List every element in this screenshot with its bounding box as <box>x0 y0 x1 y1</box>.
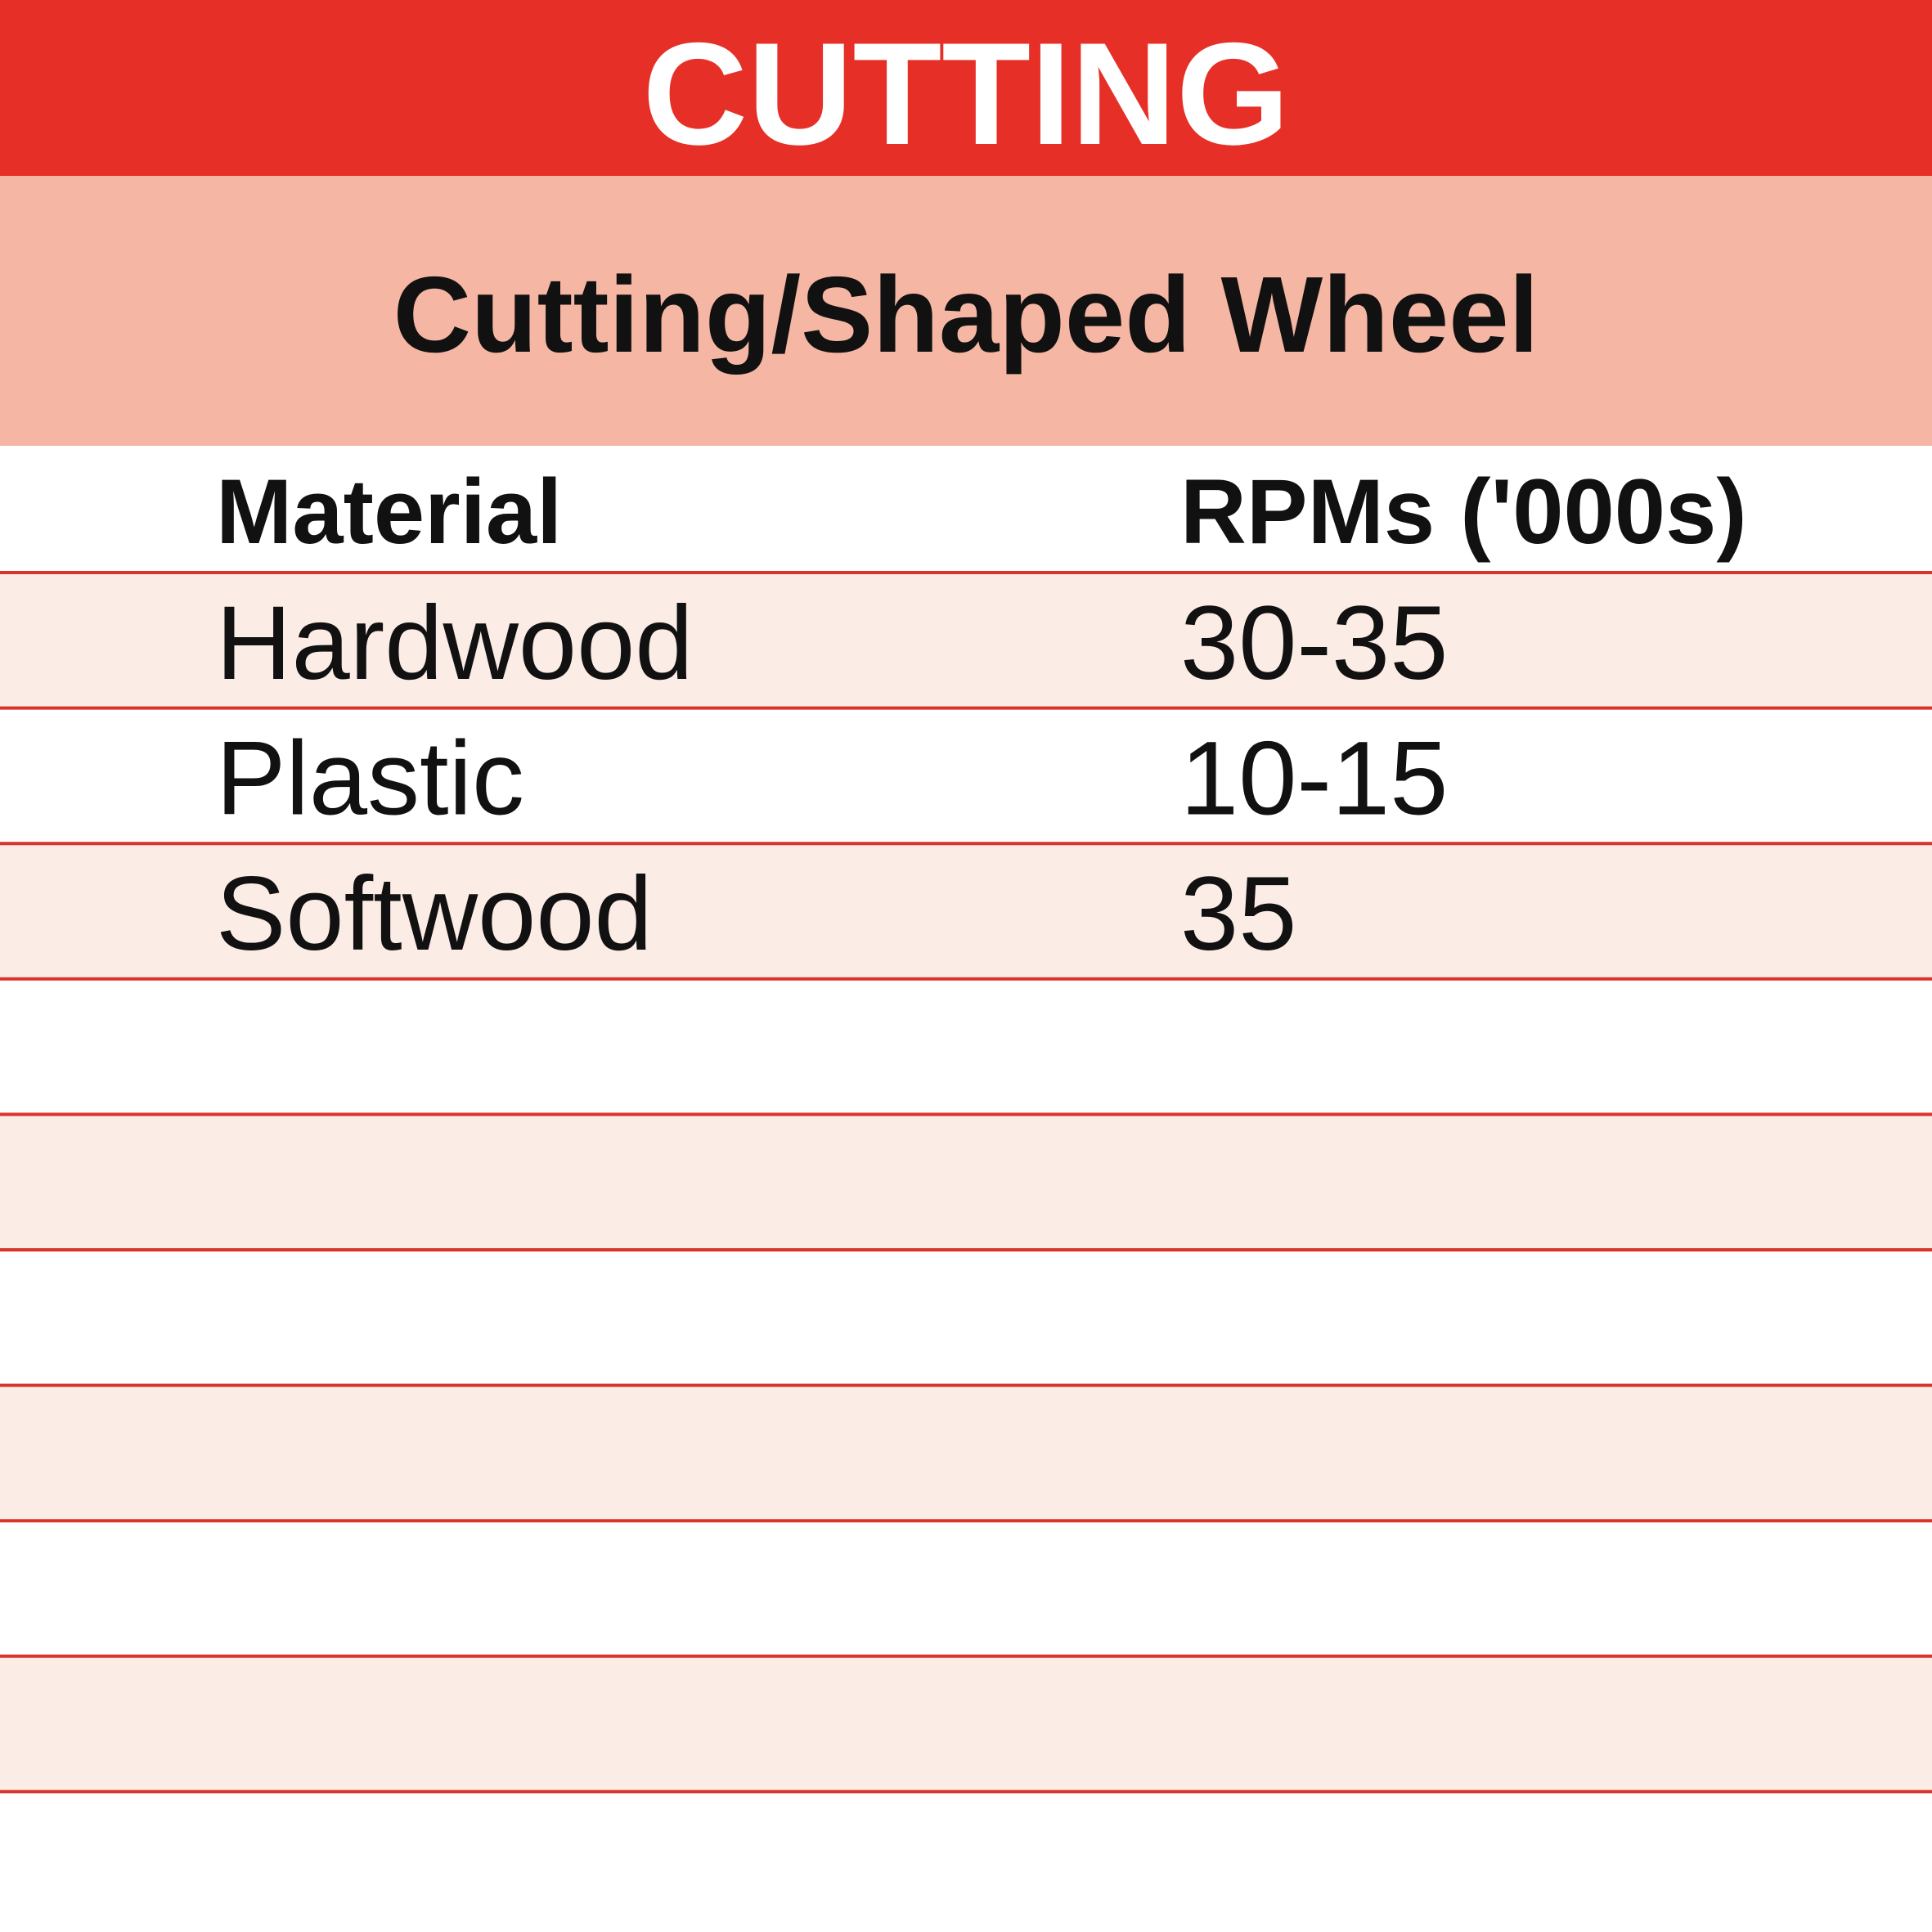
material-cell: Plastic <box>216 721 524 838</box>
rpm-cell: 35 <box>1180 856 1296 973</box>
column-header: Material <box>216 461 562 563</box>
row-background <box>0 1656 1932 1792</box>
title: CUTTING <box>642 12 1289 175</box>
row-background <box>0 573 1932 708</box>
row-background <box>0 1385 1932 1521</box>
table-body: Hardwood 30-35 Plastic 10-15 Softwood 35 <box>216 585 1448 973</box>
table <box>0 571 1932 1794</box>
rpm-cell: 30-35 <box>1180 585 1448 702</box>
title-band <box>0 0 1932 176</box>
row-background <box>0 1114 1932 1250</box>
rpm-cell: 10-15 <box>1180 721 1448 838</box>
subtitle: Cutting/Shaped Wheel <box>393 254 1539 375</box>
column-header: RPMs ('000s) <box>1180 461 1747 563</box>
material-cell: Hardwood <box>216 585 693 702</box>
material-cell: Softwood <box>216 856 653 973</box>
subtitle-band <box>0 176 1932 446</box>
row-background <box>0 843 1932 979</box>
